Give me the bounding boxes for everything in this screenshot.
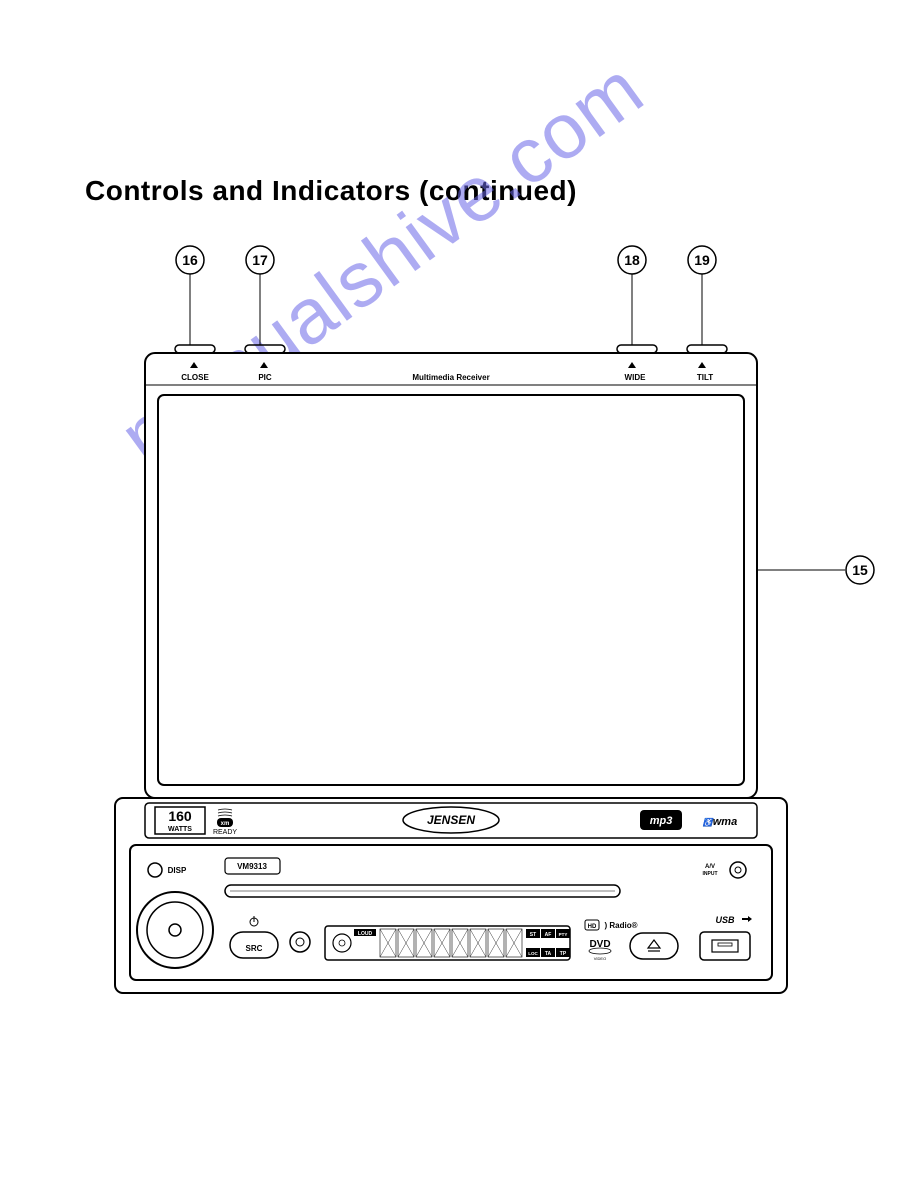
svg-text:VIDEO: VIDEO	[594, 956, 606, 961]
svg-text:INPUT: INPUT	[703, 871, 718, 877]
tilt-button-top[interactable]	[687, 345, 727, 353]
svg-text:xm: xm	[221, 821, 230, 827]
callout-17: 17	[246, 246, 274, 345]
display-screen[interactable]	[158, 395, 744, 785]
close-button-top[interactable]	[175, 345, 215, 353]
tilt-label: TILT	[697, 373, 713, 382]
callout-19: 19	[688, 246, 716, 345]
svg-text:HD: HD	[588, 924, 597, 930]
jensen-logo-text: JENSEN	[427, 813, 475, 827]
svg-text:mp3: mp3	[650, 815, 673, 827]
svg-text:) Radio®: ) Radio®	[604, 921, 637, 930]
svg-text:READY: READY	[213, 829, 237, 836]
volume-knob[interactable]	[137, 892, 213, 968]
svg-text:A/V: A/V	[705, 864, 715, 870]
pic-label: PIC	[258, 373, 272, 382]
svg-text:PTY: PTY	[559, 932, 568, 937]
device-diagram: 16 17 18 19 15 CLOSE PIC Multimedia Rece…	[70, 240, 880, 1020]
eject-button[interactable]	[630, 933, 678, 959]
svg-text:19: 19	[694, 252, 710, 268]
svg-text:16: 16	[182, 252, 198, 268]
svg-text:ST: ST	[530, 932, 536, 938]
model-label: VM9313	[237, 862, 267, 871]
watts-label: WATTS	[168, 826, 192, 833]
svg-text:TP: TP	[560, 951, 567, 957]
watts-number: 160	[168, 808, 192, 824]
svg-text:DISP: DISP	[168, 866, 187, 875]
wide-button-top[interactable]	[617, 345, 657, 353]
svg-text:USB: USB	[715, 915, 735, 925]
callout-16: 16	[176, 246, 204, 345]
wide-label: WIDE	[625, 373, 647, 382]
svg-text:LOC: LOC	[528, 951, 538, 956]
svg-text:LOUD: LOUD	[358, 931, 373, 937]
disp-button[interactable]: DISP	[148, 863, 187, 877]
svg-text:AF: AF	[545, 932, 552, 938]
svg-text:SRC: SRC	[246, 944, 263, 953]
wma-badge: ♿wma	[703, 816, 737, 828]
callout-18: 18	[618, 246, 646, 345]
close-label: CLOSE	[181, 373, 209, 382]
svg-text:18: 18	[624, 252, 640, 268]
multimedia-receiver-label: Multimedia Receiver	[412, 373, 489, 382]
svg-text:15: 15	[852, 562, 868, 578]
pic-button-top[interactable]	[245, 345, 285, 353]
page-title: Controls and Indicators (continued)	[85, 175, 577, 207]
svg-text:TA: TA	[545, 951, 552, 957]
lcd-display: LOUD ST AF PTY LOC TA TP	[325, 926, 570, 960]
svg-text:17: 17	[252, 252, 268, 268]
